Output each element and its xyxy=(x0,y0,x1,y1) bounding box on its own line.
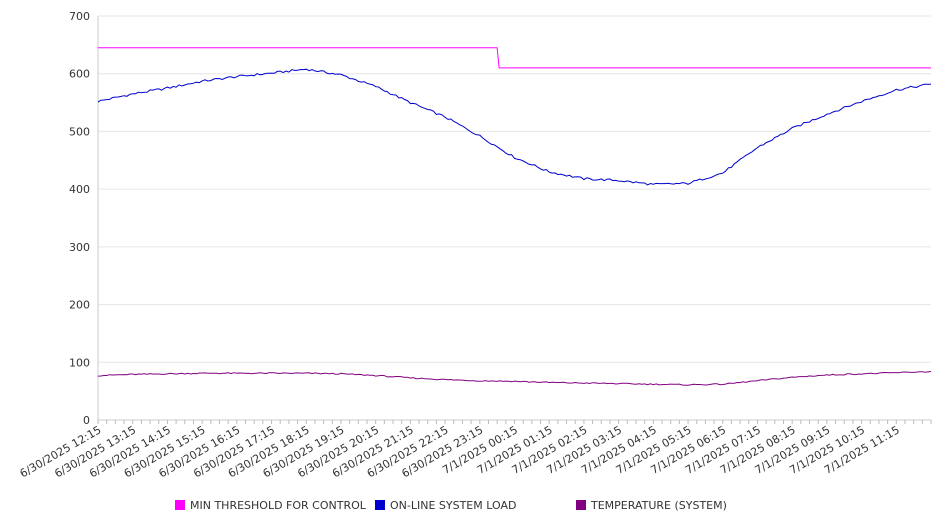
legend-swatch xyxy=(375,500,385,510)
y-tick-label: 500 xyxy=(69,125,90,138)
legend-label: TEMPERATURE (SYSTEM) xyxy=(590,499,727,512)
series-line xyxy=(97,371,932,386)
y-tick-label: 700 xyxy=(69,10,90,23)
y-tick-label: 400 xyxy=(69,183,90,196)
series-line xyxy=(97,68,932,186)
legend-label: MIN THRESHOLD FOR CONTROL xyxy=(190,499,367,512)
y-tick-label: 600 xyxy=(69,68,90,81)
y-tick-label: 0 xyxy=(83,414,90,427)
y-tick-label: 100 xyxy=(69,356,90,369)
y-tick-label: 300 xyxy=(69,241,90,254)
series-line xyxy=(98,47,931,69)
y-tick-label: 200 xyxy=(69,299,90,312)
legend-swatch xyxy=(175,500,185,510)
legend-label: ON-LINE SYSTEM LOAD xyxy=(390,499,516,512)
legend-swatch xyxy=(576,500,586,510)
